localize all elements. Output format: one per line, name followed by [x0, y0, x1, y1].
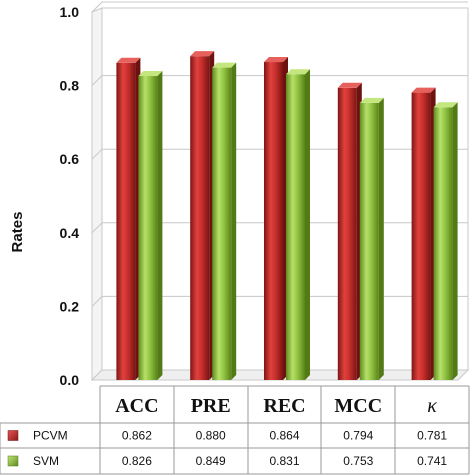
y-axis-label: Rates [9, 212, 26, 253]
bar-side [452, 102, 458, 380]
value-cell: 0.849 [196, 454, 226, 468]
bar-front [337, 87, 357, 381]
bar-top [264, 57, 288, 63]
legend-label: SVM [33, 454, 59, 468]
legend-label: PCVM [33, 429, 68, 443]
category-label: κ [427, 395, 437, 417]
value-cell: 0.880 [196, 429, 226, 443]
bar-front [212, 67, 232, 381]
bar-front [264, 62, 283, 380]
bar-top [212, 62, 237, 68]
bar [190, 51, 215, 380]
grid-line [91, 75, 468, 86]
category-label: REC [263, 395, 305, 417]
bars [116, 51, 458, 381]
bar-top [411, 87, 436, 93]
legend-swatch [7, 455, 19, 467]
legend-swatch [7, 430, 19, 441]
bar [411, 87, 436, 380]
value-cell: 0.826 [122, 454, 152, 468]
y-tick-label: 1.0 [60, 4, 80, 20]
bar-top [138, 71, 163, 77]
legend: PCVM SVM [7, 429, 68, 468]
bar-side [231, 62, 237, 381]
value-cell: 0.781 [417, 429, 447, 443]
value-cell: 0.831 [269, 454, 299, 468]
table-grid [0, 385, 470, 475]
bar-front [138, 76, 158, 381]
value-cell: 0.753 [343, 454, 373, 468]
y-tick-label: 0.2 [60, 298, 80, 314]
category-label: ACC [115, 395, 158, 417]
bar-front [286, 74, 305, 380]
value-cell: 0.741 [417, 454, 447, 468]
bar [264, 57, 288, 380]
bar [138, 71, 163, 381]
bar-top [337, 82, 362, 88]
bar-top [190, 51, 215, 57]
bar-front [433, 107, 453, 380]
bar-top [359, 97, 384, 103]
category-label: MCC [334, 395, 382, 417]
value-cells: 0.862 0.880 0.864 0.794 0.781 0.826 0.849 0.831… [122, 429, 448, 469]
bar [116, 57, 141, 381]
bar-side [157, 71, 163, 381]
bar-top [116, 57, 141, 63]
value-cell: 0.862 [122, 429, 152, 443]
bar [433, 102, 458, 380]
bar-front [359, 102, 379, 381]
bar [212, 62, 237, 381]
bar-side [305, 69, 310, 380]
bar-top [286, 69, 310, 75]
value-cell: 0.794 [343, 429, 373, 443]
bar [337, 82, 362, 381]
data-table: ACC PRE REC MCC κ PCVM SVM 0.862 0.880 0.864 0.7… [0, 385, 470, 475]
grid-line [91, 1, 468, 13]
bar [286, 69, 310, 380]
y-tick-label: 0.0 [60, 372, 80, 388]
bar-front [190, 56, 210, 380]
bar-top [433, 102, 458, 108]
value-cell: 0.864 [269, 429, 299, 443]
bar-side [378, 97, 384, 381]
category-labels: ACC PRE REC MCC κ [115, 395, 437, 417]
y-tick-label: 0.4 [60, 225, 80, 241]
left-wall [91, 7, 103, 382]
y-tick-label: 0.8 [60, 78, 80, 94]
bar-front [116, 62, 136, 381]
bar [359, 97, 384, 381]
y-tick-label: 0.6 [60, 151, 80, 167]
y-axis-ticks: 0.0 0.2 0.4 0.6 0.8 1.0 [60, 4, 80, 388]
bar-front [411, 92, 431, 380]
category-label: PRE [191, 395, 231, 417]
